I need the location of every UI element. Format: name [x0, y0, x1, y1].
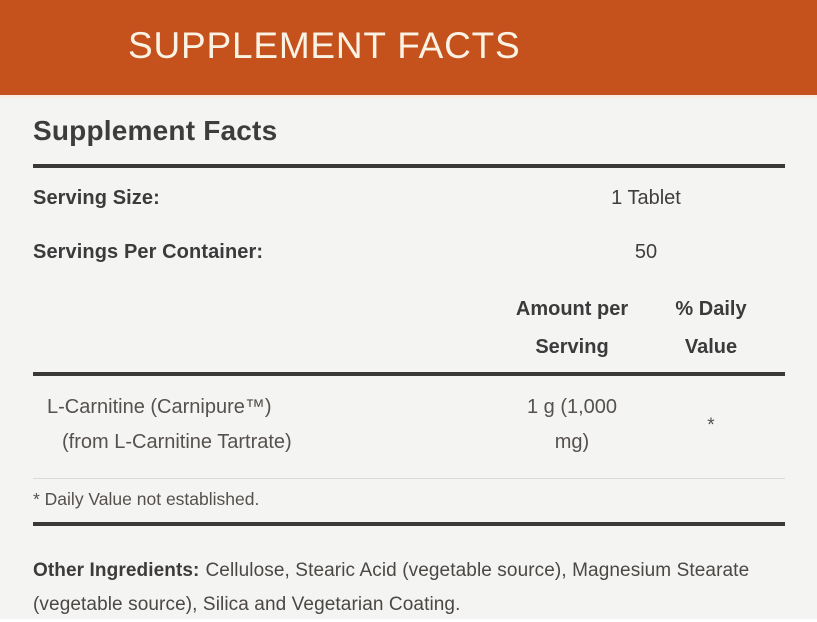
ingredient-row: L-Carnitine (Carnipure™) (from L-Carniti… [33, 390, 785, 460]
divider-under-heading [33, 164, 785, 168]
divider-bottom [33, 522, 785, 526]
ingredient-amount-value: 1 g (1,000 mg) [526, 396, 618, 453]
other-ingredients-label: Other Ingredients: [33, 560, 200, 581]
serving-size-value: 1 Tablet [611, 187, 681, 209]
column-header-daily-value: % Daily Value [637, 290, 785, 366]
ingredient-amount: 1 g (1,000 mg) [507, 390, 637, 460]
servings-per-container-value: 50 [634, 241, 658, 263]
servings-per-container-row: Servings Per Container: 50 [33, 240, 785, 264]
serving-size-label: Serving Size: [33, 187, 160, 209]
ingredient-daily-value: * [707, 414, 715, 436]
supplement-facts-panel: Supplement Facts Serving Size: 1 Tablet … [0, 98, 817, 619]
servings-per-container-label: Servings Per Container: [33, 241, 264, 263]
panel-heading: Supplement Facts [33, 115, 278, 146]
daily-value-footnote: * Daily Value not established. [33, 489, 260, 509]
ingredient-name-line2: (from L-Carnitine Tartrate) [62, 431, 292, 453]
column-header-amount-label: Amount per Serving [515, 298, 629, 358]
serving-size-row: Serving Size: 1 Tablet [33, 186, 785, 210]
ingredient-name: L-Carnitine (Carnipure™) (from L-Carniti… [33, 390, 507, 460]
supplement-facts-banner: SUPPLEMENT FACTS [0, 0, 817, 98]
banner-title: SUPPLEMENT FACTS [128, 25, 521, 66]
table-header-row: Amount per Serving % Daily Value [33, 290, 785, 366]
column-header-amount: Amount per Serving [507, 290, 637, 366]
divider-under-headers [33, 372, 785, 376]
ingredient-name-line1: L-Carnitine (Carnipure™) [47, 396, 272, 418]
divider-thin [33, 478, 785, 479]
other-ingredients: Other Ingredients: Cellulose, Stearic Aci… [33, 554, 785, 622]
column-header-daily-value-label: % Daily Value [675, 298, 747, 358]
other-ingredients-text: Cellulose, Stearic Acid (vegetable sourc… [33, 560, 750, 615]
